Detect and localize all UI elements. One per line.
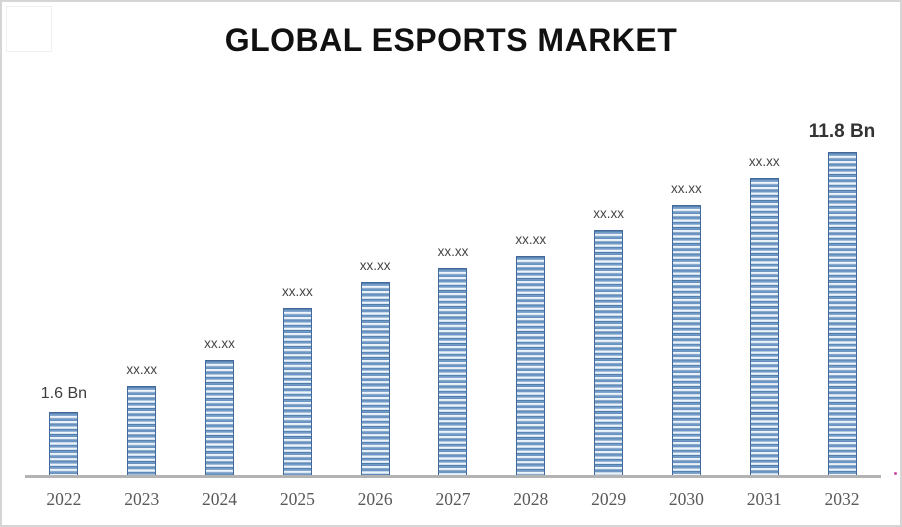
bar-column: xx.xx <box>492 2 570 475</box>
bar-value-label: xx.xx <box>204 336 235 351</box>
plot-area: 1.6 Bn xx.xx xx.xx xx.xx xx.xx xx.xx xx.xx xx.x… <box>25 2 881 478</box>
bar-value-label: 11.8 Bn <box>808 121 876 142</box>
bar <box>827 152 857 475</box>
bar-column: xx.xx <box>414 2 492 475</box>
bar-value-label: xx.xx <box>593 206 624 221</box>
bar-column: xx.xx <box>336 2 414 475</box>
x-axis-label: 2025 <box>279 489 315 509</box>
bar <box>671 205 701 475</box>
x-axis-line <box>25 475 881 478</box>
x-axis-label: 2023 <box>124 489 160 509</box>
bar <box>516 256 546 475</box>
bar-value-label: xx.xx <box>437 244 469 259</box>
bar-value-label: xx.xx <box>748 154 780 169</box>
bar-value-label: 1.6 Bn <box>40 385 88 402</box>
x-axis-label: 2030 <box>668 489 704 509</box>
x-axis-label: 2022 <box>46 489 82 509</box>
bar-column: xx.xx <box>181 2 259 475</box>
bar <box>360 282 390 475</box>
bar-value-label: xx.xx <box>359 258 391 273</box>
chart-title: GLOBAL ESPORTS MARKET <box>224 22 678 58</box>
x-axis-labels: 2022 2023 2024 2025 2026 2027 2028 2029 2030 2031… <box>25 489 881 510</box>
bar <box>282 308 312 475</box>
bar <box>438 268 468 475</box>
x-axis-label: 2032 <box>824 489 860 509</box>
bar-column: xx.xx <box>258 2 336 475</box>
bar <box>127 386 157 475</box>
bar <box>594 230 624 475</box>
x-axis-label: 2026 <box>357 489 393 509</box>
bar-value-label: xx.xx <box>281 284 313 299</box>
bar-column: 1.6 Bn <box>25 2 103 475</box>
x-axis-label: 2024 <box>202 489 238 509</box>
bar-column: 11.8 Bn <box>803 2 881 475</box>
bar-column: xx.xx <box>648 2 726 475</box>
stray-pixel-artifact <box>894 472 897 475</box>
x-axis-label: 2027 <box>435 489 471 509</box>
bar <box>205 360 235 475</box>
corner-artifact <box>6 6 52 52</box>
bars-row: 1.6 Bn xx.xx xx.xx xx.xx xx.xx xx.xx xx.xx xx.x… <box>25 2 881 475</box>
bar <box>749 178 779 475</box>
x-axis-label: 2031 <box>746 489 782 509</box>
bar-value-label: xx.xx <box>126 362 158 377</box>
bar-column: xx.xx <box>103 2 181 475</box>
x-axis-label: 2028 <box>513 489 549 509</box>
bar-column: xx.xx <box>570 2 648 475</box>
bar-value-label: xx.xx <box>515 232 547 247</box>
x-axis-label: 2029 <box>591 489 627 509</box>
bar-value-label: xx.xx <box>671 181 702 196</box>
bar <box>49 412 79 475</box>
bar-column: xx.xx <box>725 2 803 475</box>
